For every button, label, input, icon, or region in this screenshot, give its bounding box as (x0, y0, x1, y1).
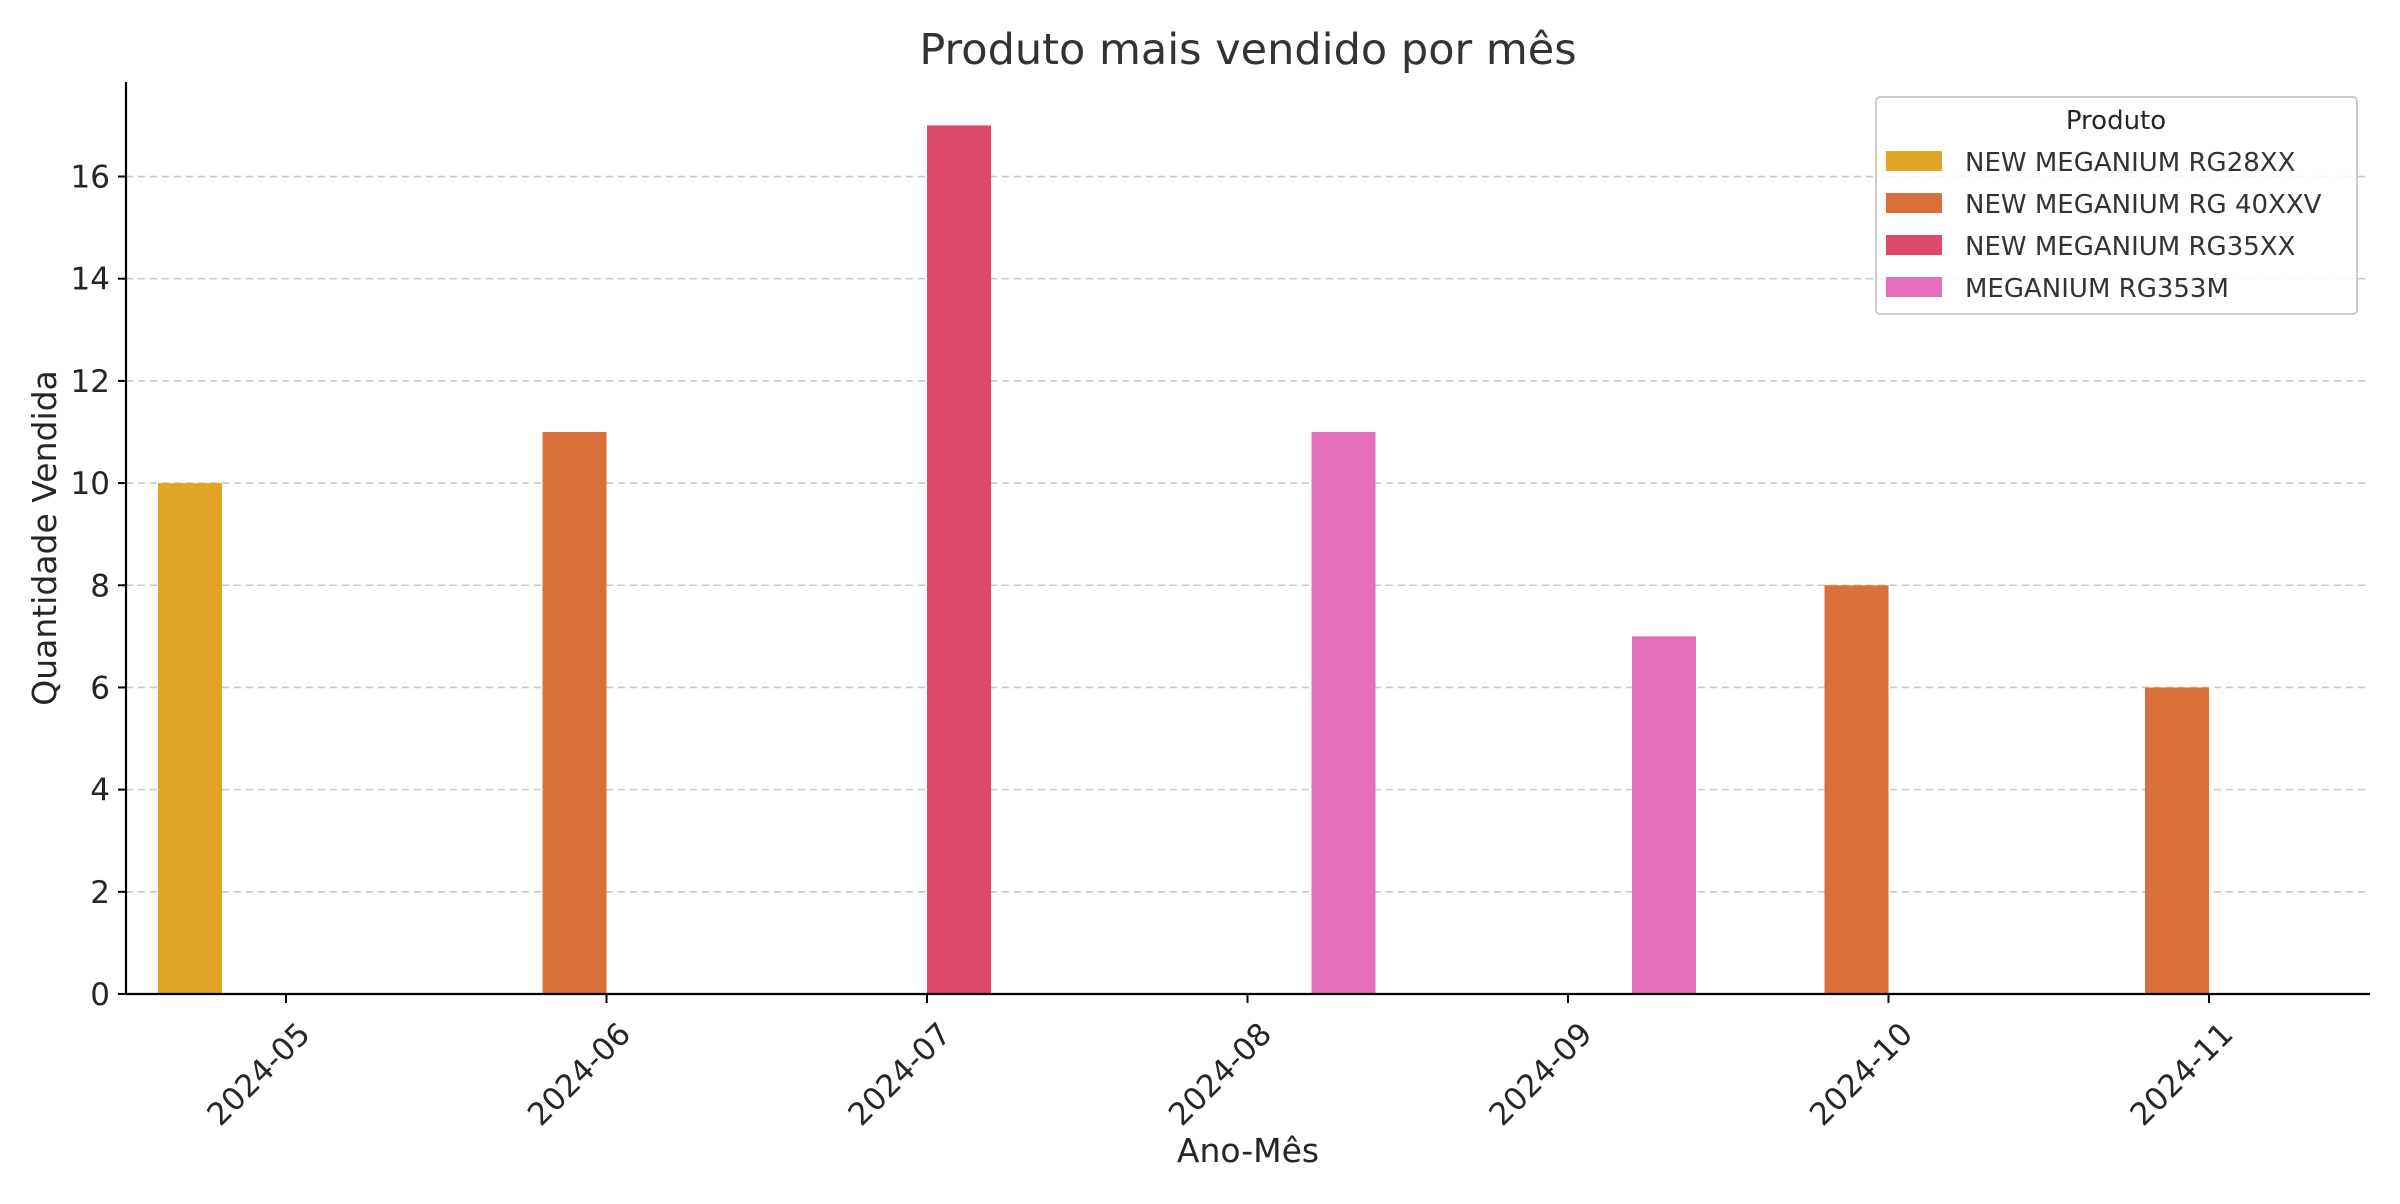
x-tick-label: 2024-06 (521, 1016, 638, 1133)
legend-frame (1875, 96, 2358, 315)
legend-label: NEW MEGANIUM RG 40XXV (1965, 190, 2322, 220)
x-tick-label: 2024-08 (1162, 1016, 1279, 1133)
grid-lines (126, 175, 2370, 893)
y-tick-label: 10 (71, 466, 110, 502)
legend-label: NEW MEGANIUM RG28XX (1965, 148, 2295, 178)
y-tick-label: 12 (71, 364, 110, 400)
legend-items: NEW MEGANIUM RG28XX NEW MEGANIUM RG 40XXV… (1886, 148, 2322, 304)
y-axis-label: Quantidade Vendida (25, 370, 64, 706)
y-tick-label: 0 (90, 977, 110, 1013)
legend-title: Produto (2066, 106, 2166, 136)
legend-swatch (1886, 151, 1942, 171)
y-ticks: 0 2 4 6 8 10 12 14 16 (71, 160, 126, 1013)
bar-2024-07 (927, 125, 991, 994)
y-tick-label: 8 (90, 568, 110, 604)
bar-2024-08 (1311, 431, 1376, 995)
legend-swatch (1886, 193, 1942, 213)
x-tick-label: 2024-09 (1482, 1016, 1599, 1133)
x-tick-label: 2024-11 (2123, 1016, 2240, 1133)
bar-2024-10 (1824, 585, 1889, 994)
x-axis-label: Ano-Mês (1177, 1131, 1319, 1170)
bar-2024-11 (2145, 687, 2209, 994)
legend-swatch (1886, 277, 1942, 297)
x-tick-label: 2024-07 (841, 1016, 958, 1133)
legend-swatch (1886, 235, 1942, 255)
x-tick-label: 2024-05 (200, 1016, 317, 1133)
bar-2024-05 (158, 483, 222, 994)
y-tick-label: 14 (71, 262, 110, 298)
bar-2024-06 (542, 431, 607, 995)
chart-title: Produto mais vendido por mês (919, 25, 1576, 75)
y-tick-label: 6 (90, 670, 110, 706)
y-tick-label: 16 (71, 160, 110, 196)
bars (158, 125, 2209, 995)
legend-label: MEGANIUM RG353M (1965, 274, 2229, 304)
x-tick-label: 2024-10 (1803, 1016, 1920, 1133)
y-tick-label: 2 (90, 875, 110, 911)
bar-2024-09 (1632, 636, 1696, 994)
legend-label: NEW MEGANIUM RG35XX (1965, 232, 2295, 262)
x-ticks: 2024-05 2024-06 2024-07 2024-08 2024-09 2024-… (200, 994, 2241, 1133)
y-tick-label: 4 (90, 773, 110, 809)
